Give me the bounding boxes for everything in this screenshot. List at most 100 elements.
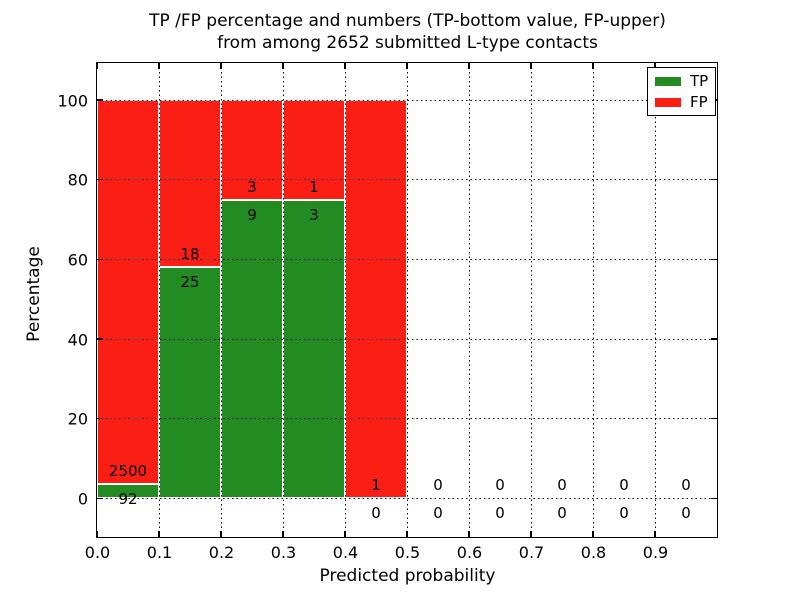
x-tick-label: 0.8	[580, 543, 607, 562]
grid-line-y	[97, 258, 717, 260]
legend-label-tp: TP	[690, 72, 709, 90]
tp-count-label: 92	[118, 490, 138, 509]
y-tick-label: 60	[67, 250, 88, 270]
x-tick-mark	[654, 531, 656, 537]
grid-line-x	[654, 63, 656, 537]
tp-count-label: 0	[681, 504, 691, 523]
y-tick-mark	[711, 497, 717, 500]
grid-line-x	[220, 63, 222, 537]
y-tick-label: 20	[67, 409, 88, 429]
x-tick-mark	[96, 63, 98, 69]
bar-fp-segment	[345, 100, 407, 499]
grid-line-y	[97, 99, 717, 101]
fp-count-label: 2500	[108, 462, 148, 481]
x-tick-mark	[282, 63, 284, 69]
x-tick-mark	[220, 63, 222, 69]
x-axis-label: Predicted probability	[319, 566, 496, 586]
x-tick-label: 0.5	[394, 543, 421, 562]
x-tick-mark	[406, 63, 408, 69]
legend-row: FP	[655, 94, 708, 110]
x-tick-mark	[530, 531, 532, 537]
tp-count-label: 9	[247, 205, 257, 224]
tp-count-label: 0	[619, 504, 629, 523]
fp-count-label: 1	[309, 177, 319, 196]
tp-count-label: 0	[557, 504, 567, 523]
bar-fp-segment	[221, 100, 283, 200]
x-tick-mark	[158, 63, 160, 69]
fp-count-label: 0	[557, 476, 567, 495]
legend-swatch-tp	[655, 76, 681, 86]
tp-count-label: 0	[371, 504, 381, 523]
grid-line-y	[97, 179, 717, 181]
tp-count-label: 25	[180, 272, 200, 291]
y-tick-label: 100	[57, 91, 88, 111]
x-tick-mark	[468, 531, 470, 537]
y-tick-mark	[711, 417, 717, 420]
chart-title: TP /FP percentage and numbers (TP-bottom…	[96, 10, 719, 54]
y-tick-mark	[97, 497, 103, 500]
x-tick-label: 0.3	[270, 543, 297, 562]
fp-count-label: 1	[371, 476, 381, 495]
x-tick-mark	[406, 531, 408, 537]
grid-line-x	[282, 63, 284, 537]
y-tick-mark	[711, 178, 717, 181]
bar-tp-segment	[221, 199, 283, 499]
y-axis-label: Percentage	[24, 246, 44, 342]
legend-row: TP	[655, 73, 708, 89]
x-tick-mark	[654, 63, 656, 69]
x-tick-mark	[468, 63, 470, 69]
y-tick-mark	[711, 338, 717, 340]
bar-tp-segment	[283, 199, 345, 499]
x-tick-label: 0.6	[456, 543, 483, 562]
x-tick-mark	[530, 63, 532, 69]
legend: TP FP	[647, 67, 717, 116]
grid-line-y	[97, 338, 717, 340]
tp-count-label: 0	[433, 504, 443, 523]
bar-fp-segment	[283, 100, 345, 200]
x-tick-label: 0.9	[642, 543, 669, 562]
plot-area: 2500 92 18 25 3 9 1 3 1 0 0 0 0 0 0 0 0 0 0 0	[96, 62, 718, 538]
x-tick-label: 0.7	[518, 543, 545, 562]
chart-title-line2: from among 2652 submitted L-type contact…	[217, 33, 598, 53]
grid-line-x	[344, 63, 346, 537]
x-tick-mark	[282, 531, 284, 537]
y-tick-mark	[711, 258, 717, 261]
x-tick-mark	[220, 531, 222, 537]
fp-count-label: 0	[495, 476, 505, 495]
grid-line-x	[406, 63, 408, 537]
fp-count-label: 0	[681, 476, 691, 495]
x-tick-mark	[592, 531, 594, 537]
x-tick-mark	[158, 531, 160, 537]
grid-line-x	[468, 63, 470, 537]
y-tick-label: 40	[67, 330, 88, 350]
bar-tp-segment	[159, 266, 221, 499]
x-tick-mark	[344, 63, 346, 69]
y-tick-label: 0	[77, 489, 88, 509]
y-tick-mark	[97, 417, 103, 420]
x-tick-label: 0.0	[84, 543, 111, 562]
x-tick-mark	[96, 531, 98, 537]
x-tick-label: 0.4	[332, 543, 359, 562]
fp-count-label: 3	[247, 177, 257, 196]
y-tick-mark	[97, 178, 103, 181]
grid-line-x	[530, 63, 532, 537]
grid-line-x	[158, 63, 160, 537]
x-tick-label: 0.2	[208, 543, 235, 562]
bar-fp-segment	[97, 100, 159, 485]
y-tick-label: 80	[67, 170, 88, 190]
tp-count-label: 0	[495, 504, 505, 523]
fp-count-label: 0	[619, 476, 629, 495]
legend-label-fp: FP	[690, 93, 708, 111]
fp-count-label: 0	[433, 476, 443, 495]
x-tick-mark	[344, 531, 346, 537]
grid-line-y	[97, 497, 717, 499]
tp-count-label: 3	[309, 205, 319, 224]
grid-line-y	[97, 418, 717, 420]
chart-title-line1: TP /FP percentage and numbers (TP-bottom…	[149, 11, 666, 31]
y-tick-mark	[97, 338, 103, 340]
y-tick-mark	[97, 258, 103, 261]
y-tick-mark	[97, 99, 103, 101]
x-tick-label: 0.1	[146, 543, 173, 562]
x-tick-mark	[592, 63, 594, 69]
